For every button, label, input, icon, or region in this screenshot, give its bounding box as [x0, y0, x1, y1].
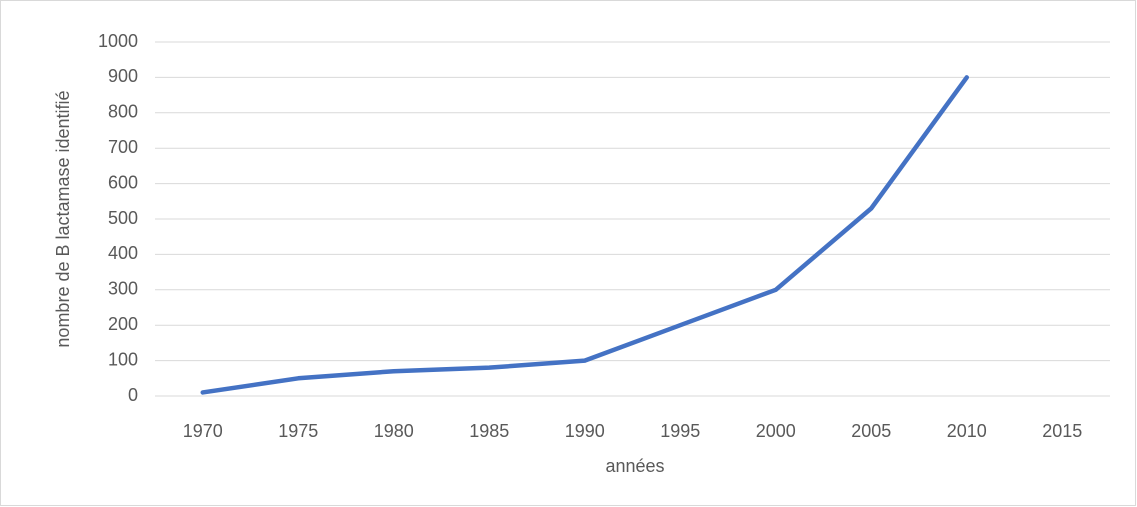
x-tick-label: 2015	[1042, 421, 1082, 441]
x-tick-label: 1970	[183, 421, 223, 441]
y-tick-label: 900	[108, 66, 138, 86]
y-tick-label: 400	[108, 243, 138, 263]
x-axis-title: années	[605, 456, 664, 476]
y-tick-label: 500	[108, 208, 138, 228]
y-tick-label: 800	[108, 102, 138, 122]
x-tick-label: 2005	[851, 421, 891, 441]
y-tick-label: 600	[108, 172, 138, 192]
y-tick-label: 700	[108, 137, 138, 157]
x-tick-label: 1985	[469, 421, 509, 441]
y-tick-label: 100	[108, 349, 138, 369]
x-tick-label: 2010	[947, 421, 987, 441]
y-tick-label: 200	[108, 314, 138, 334]
x-tick-label: 1975	[278, 421, 318, 441]
line	[200, 75, 969, 395]
x-tick-label: 2000	[756, 421, 796, 441]
y-tick-label: 1000	[98, 31, 138, 51]
x-tick-label: 1980	[374, 421, 414, 441]
x-tick-label: 1995	[660, 421, 700, 441]
y-axis-title: nombre de B lactamase identifié	[53, 90, 73, 347]
y-tick-label: 0	[128, 385, 138, 405]
y-tick-label: 300	[108, 279, 138, 299]
x-tick-label: 1990	[565, 421, 605, 441]
